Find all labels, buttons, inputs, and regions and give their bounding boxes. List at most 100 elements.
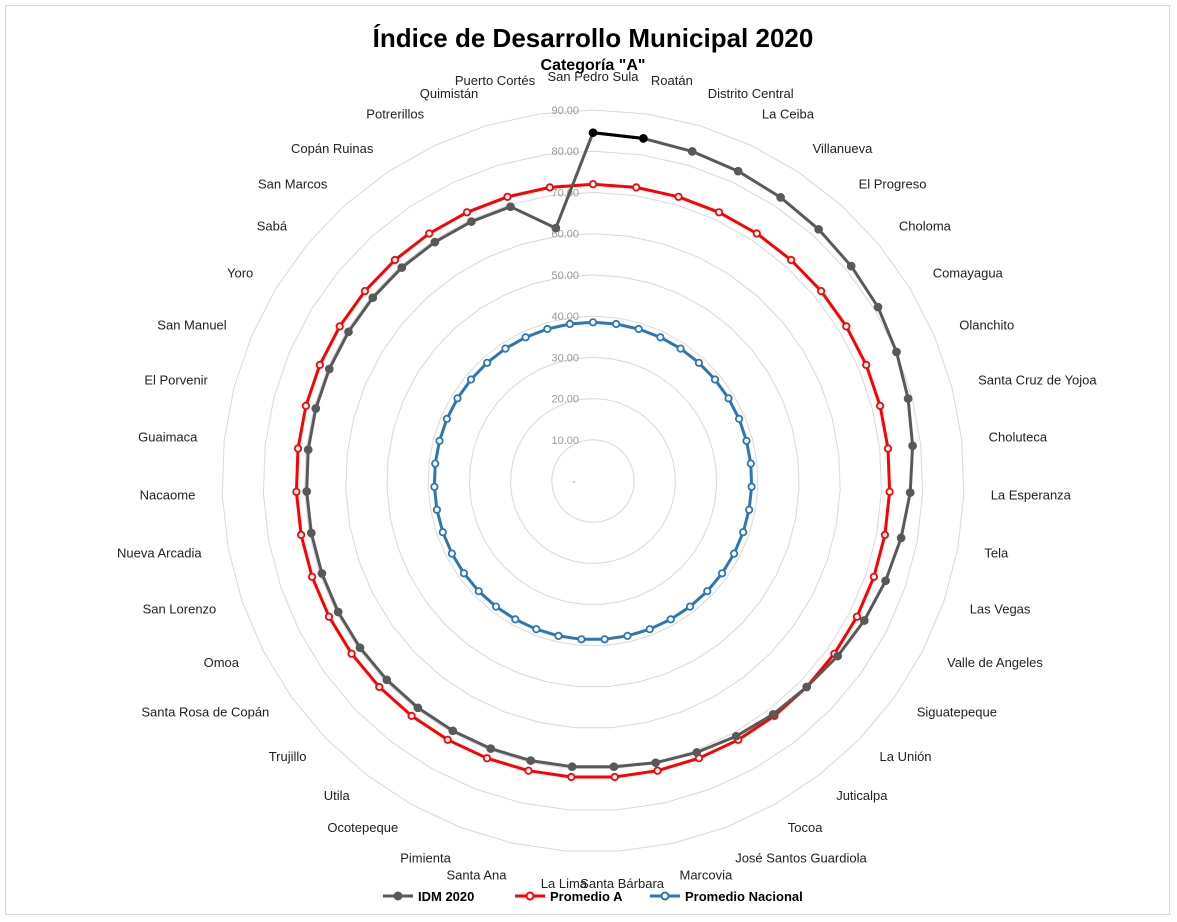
data-point[interactable] [347,649,356,658]
legend-item-promedio-a[interactable]: Promedio A [515,889,623,904]
data-point[interactable] [302,487,312,496]
data-point[interactable] [293,444,303,453]
data-point[interactable] [883,444,893,453]
data-point[interactable] [846,261,856,271]
data-point[interactable] [390,255,399,265]
data-point[interactable] [577,635,586,644]
legend-item-idm-2020[interactable]: IDM 2020 [383,889,474,904]
data-point[interactable] [435,436,444,445]
data-point[interactable] [611,319,621,329]
data-point[interactable] [905,488,915,497]
data-point[interactable] [296,530,306,540]
data-point[interactable] [503,192,512,201]
data-point[interactable] [731,731,741,741]
data-point[interactable] [651,758,661,768]
data-point[interactable] [467,217,476,226]
data-point[interactable] [344,327,353,337]
data-point[interactable] [733,166,743,176]
data-point[interactable] [482,358,492,367]
data-point[interactable] [746,459,755,468]
data-point[interactable] [714,208,724,217]
data-point[interactable] [903,394,913,403]
data-point[interactable] [687,147,697,156]
data-point[interactable] [703,587,712,596]
data-point[interactable] [307,572,317,581]
data-point[interactable] [466,375,476,384]
data-point[interactable] [880,530,890,540]
data-point[interactable] [432,505,441,514]
data-point[interactable] [685,602,695,611]
data-point[interactable] [554,631,563,641]
data-point[interactable] [382,675,392,685]
data-point[interactable] [710,375,720,384]
data-point[interactable] [729,549,739,558]
data-point[interactable] [482,754,492,763]
data-point[interactable] [443,735,452,744]
data-point[interactable] [368,293,378,303]
data-point[interactable] [447,549,456,558]
data-point[interactable] [676,344,685,353]
data-point[interactable] [565,319,575,329]
data-point[interactable] [551,223,561,233]
data-point[interactable] [600,635,609,644]
data-point[interactable] [814,224,823,234]
data-point[interactable] [545,183,554,192]
data-point[interactable] [896,533,906,543]
data-point[interactable] [885,487,894,496]
data-point[interactable] [632,183,641,192]
data-point[interactable] [588,128,598,138]
data-point[interactable] [752,229,761,238]
data-point[interactable] [742,436,751,445]
data-point[interactable] [315,360,324,369]
data-point[interactable] [717,569,727,578]
data-point[interactable] [869,572,879,581]
data-point[interactable] [666,615,675,624]
data-point[interactable] [567,762,577,772]
data-point[interactable] [521,333,530,342]
data-point[interactable] [588,318,598,327]
data-point[interactable] [609,762,619,772]
data-point[interactable] [842,322,851,331]
data-point[interactable] [311,404,321,413]
data-point[interactable] [413,703,423,713]
data-point[interactable] [306,528,316,538]
data-point[interactable] [833,651,843,661]
data-point[interactable] [462,208,472,217]
data-point[interactable] [303,445,313,455]
data-point[interactable] [739,528,748,537]
data-point[interactable] [532,625,541,634]
data-point[interactable] [459,569,468,578]
data-point[interactable] [524,766,533,775]
data-point[interactable] [653,766,662,775]
data-point[interactable] [448,726,458,736]
data-point[interactable] [734,414,744,423]
data-point[interactable] [526,756,536,765]
data-point[interactable] [292,487,301,496]
data-point[interactable] [491,602,501,611]
data-point[interactable] [355,643,365,653]
data-point[interactable] [634,324,643,334]
data-point[interactable] [852,612,862,621]
data-point[interactable] [430,237,440,247]
data-point[interactable] [324,612,334,621]
data-point[interactable] [816,286,826,296]
data-point[interactable] [776,193,785,202]
data-point[interactable] [802,682,812,692]
data-point[interactable] [506,202,515,212]
data-point[interactable] [324,364,334,374]
data-point[interactable] [744,505,754,514]
data-point[interactable] [425,229,434,238]
data-point[interactable] [317,569,327,578]
legend-item-promedio-nacional[interactable]: Promedio Nacional [650,889,803,904]
data-point[interactable] [335,322,344,331]
data-point[interactable] [881,576,890,586]
data-point[interactable] [724,394,733,403]
data-point[interactable] [375,682,384,692]
data-point[interactable] [786,255,796,265]
data-point[interactable] [645,625,654,634]
data-point[interactable] [694,358,704,367]
data-point[interactable] [674,192,683,201]
data-point[interactable] [501,344,510,353]
data-point[interactable] [859,616,869,625]
data-point[interactable] [892,347,901,357]
